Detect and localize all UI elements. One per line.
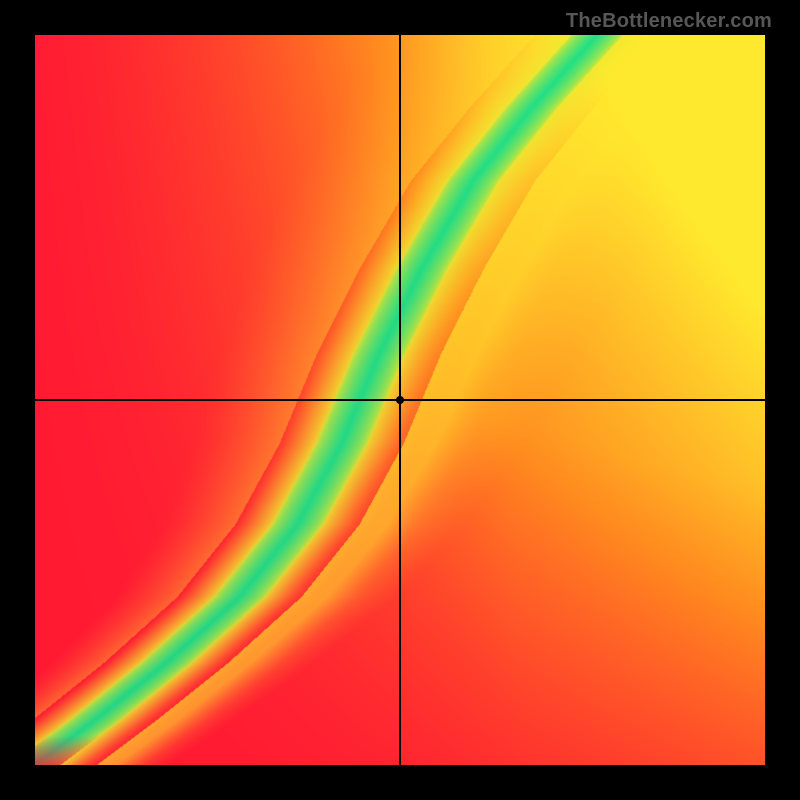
crosshair-dot bbox=[396, 396, 404, 404]
watermark-text: TheBottlenecker.com bbox=[566, 10, 772, 33]
heatmap-plot bbox=[35, 35, 765, 765]
